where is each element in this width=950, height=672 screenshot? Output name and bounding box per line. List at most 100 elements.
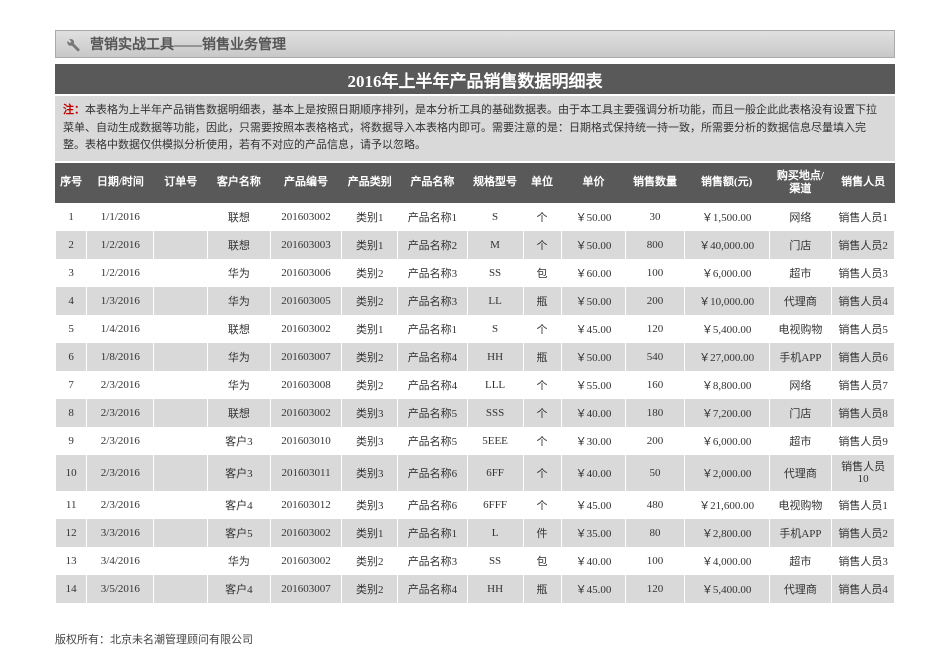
table-cell: 类别3 [342, 455, 398, 491]
table-cell: 80 [626, 519, 684, 547]
col-header: 序号 [56, 163, 87, 202]
table-cell: 华为 [208, 287, 271, 315]
table-cell [154, 547, 208, 575]
table-cell [154, 343, 208, 371]
table-cell: 200 [626, 287, 684, 315]
table-cell: 3/3/2016 [87, 519, 154, 547]
table-cell: 201603002 [270, 315, 342, 343]
table-cell: 201603003 [270, 231, 342, 259]
table-cell: ￥40.00 [561, 455, 626, 491]
table-cell: 800 [626, 231, 684, 259]
table-cell [154, 427, 208, 455]
table-cell: 销售人员3 [832, 259, 895, 287]
table-cell [154, 203, 208, 232]
table-cell: 14 [56, 575, 87, 603]
table-cell: ￥45.00 [561, 491, 626, 519]
table-cell: 201603007 [270, 343, 342, 371]
table-cell: 201603011 [270, 455, 342, 491]
table-cell: LLL [467, 371, 523, 399]
table-cell: ￥10,000.00 [684, 287, 769, 315]
table-cell [154, 491, 208, 519]
table-cell [154, 371, 208, 399]
table-cell: 类别2 [342, 259, 398, 287]
table-cell: ￥45.00 [561, 575, 626, 603]
table-cell: 产品名称2 [398, 231, 467, 259]
table-cell [154, 455, 208, 491]
table-cell: 类别1 [342, 203, 398, 232]
table-cell: 2/3/2016 [87, 371, 154, 399]
col-header: 客户名称 [208, 163, 271, 202]
table-cell: 华为 [208, 547, 271, 575]
table-row: 133/4/2016华为201603002类别2产品名称3SS包￥40.0010… [56, 547, 895, 575]
table-cell: 客户4 [208, 575, 271, 603]
table-cell: ￥50.00 [561, 203, 626, 232]
table-cell: 代理商 [769, 455, 832, 491]
table-cell: 个 [523, 455, 561, 491]
table-cell: LL [467, 287, 523, 315]
table-cell: 客户5 [208, 519, 271, 547]
table-cell: SS [467, 259, 523, 287]
table-cell: ￥55.00 [561, 371, 626, 399]
table-cell: 类别2 [342, 371, 398, 399]
table-cell: 100 [626, 259, 684, 287]
table-cell: HH [467, 575, 523, 603]
wrench-icon [62, 34, 82, 54]
table-cell: 联想 [208, 231, 271, 259]
table-row: 51/4/2016联想201603002类别1产品名称1S个￥45.00120￥… [56, 315, 895, 343]
table-cell: 销售人员9 [832, 427, 895, 455]
table-cell [154, 315, 208, 343]
table-cell: 件 [523, 519, 561, 547]
table-cell: 个 [523, 399, 561, 427]
table-cell: 销售人员2 [832, 231, 895, 259]
table-cell: 201603012 [270, 491, 342, 519]
table-cell: 类别1 [342, 519, 398, 547]
table-cell: 160 [626, 371, 684, 399]
table-cell: 包 [523, 259, 561, 287]
table-cell: 华为 [208, 343, 271, 371]
table-cell: 201603008 [270, 371, 342, 399]
table-cell: ￥30.00 [561, 427, 626, 455]
table-cell: 100 [626, 547, 684, 575]
data-table: 序号日期/时间订单号客户名称产品编号产品类别产品名称规格型号单位单价销售数量销售… [55, 163, 895, 604]
page-title: 2016年上半年产品销售数据明细表 [55, 64, 895, 94]
table-cell: ￥50.00 [561, 287, 626, 315]
table-cell: 瓶 [523, 343, 561, 371]
table-cell: ￥27,000.00 [684, 343, 769, 371]
table-cell: ￥40.00 [561, 399, 626, 427]
table-cell: ￥5,400.00 [684, 575, 769, 603]
table-cell: 2/3/2016 [87, 491, 154, 519]
table-cell: 个 [523, 231, 561, 259]
table-cell: 销售人员1 [832, 491, 895, 519]
table-cell: 3/4/2016 [87, 547, 154, 575]
table-cell: 电视购物 [769, 491, 832, 519]
table-head: 序号日期/时间订单号客户名称产品编号产品类别产品名称规格型号单位单价销售数量销售… [56, 163, 895, 202]
table-cell: 50 [626, 455, 684, 491]
table-cell: 200 [626, 427, 684, 455]
table-cell: 2/3/2016 [87, 455, 154, 491]
table-row: 92/3/2016客户3201603010类别3产品名称55EEE个￥30.00… [56, 427, 895, 455]
table-cell: ￥2,000.00 [684, 455, 769, 491]
table-cell: 120 [626, 575, 684, 603]
table-cell: 6FFF [467, 491, 523, 519]
table-cell: SSS [467, 399, 523, 427]
table-row: 41/3/2016华为201603005类别2产品名称3LL瓶￥50.00200… [56, 287, 895, 315]
table-cell: ￥2,800.00 [684, 519, 769, 547]
table-cell: 类别3 [342, 491, 398, 519]
table-cell: 201603002 [270, 399, 342, 427]
table-cell: M [467, 231, 523, 259]
table-cell: 超市 [769, 259, 832, 287]
table-cell: 201603007 [270, 575, 342, 603]
table-cell: 产品名称4 [398, 371, 467, 399]
table-cell: 销售人员3 [832, 547, 895, 575]
table-cell: ￥35.00 [561, 519, 626, 547]
table-cell: 30 [626, 203, 684, 232]
table-cell: 201603002 [270, 547, 342, 575]
table-cell: 门店 [769, 231, 832, 259]
table-cell: 201603010 [270, 427, 342, 455]
table-cell: 201603002 [270, 203, 342, 232]
table-cell: S [467, 203, 523, 232]
table-cell: 产品名称3 [398, 547, 467, 575]
table-cell: ￥45.00 [561, 315, 626, 343]
table-cell: 销售人员4 [832, 287, 895, 315]
table-cell: 11 [56, 491, 87, 519]
